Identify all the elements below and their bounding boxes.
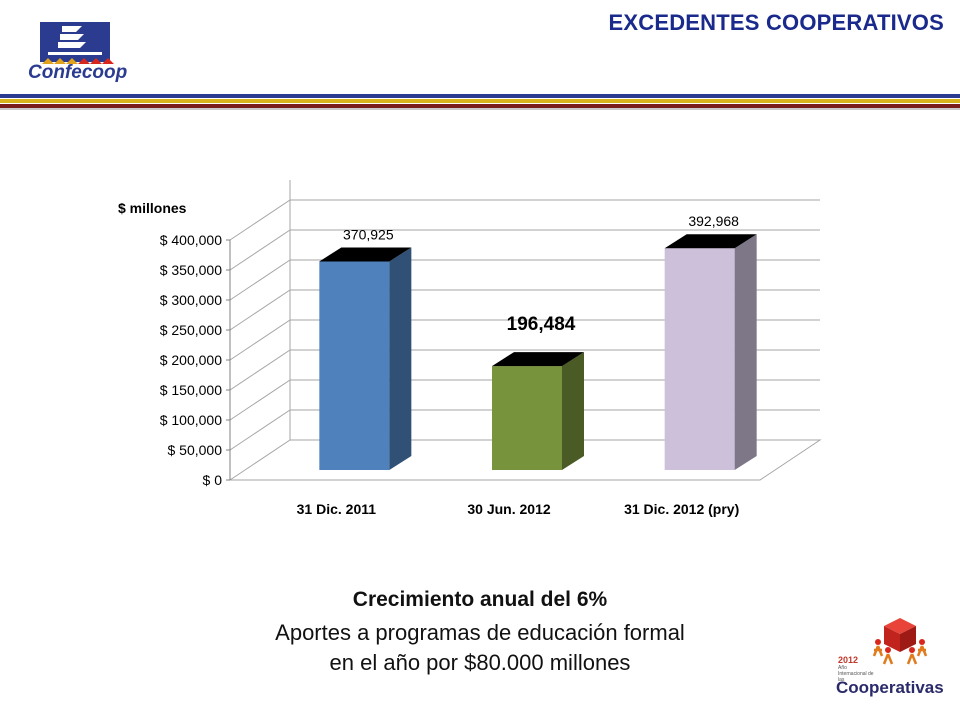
header-rule-bottom [0,104,960,108]
bar-front [664,248,735,470]
gridline [229,199,820,241]
y-tick-label: $ 150,000 [160,382,222,398]
logo-wordmark: Confecoop [28,62,128,83]
caption-line-2: en el año por $80.000 millones [329,650,631,675]
confecoop-logo [40,22,114,64]
gridline [229,349,820,391]
header-rule-shadow [0,108,960,110]
bar-chart: $ 0 $ 50,000 $ 100,000 $ 150,000 $ 200,000 $ … [118,180,822,517]
y-tick-label: $ 350,000 [160,262,222,278]
bar-side [734,234,757,470]
bar-top [492,352,584,367]
caption-headline: Crecimiento anual del 6% [352,588,608,611]
y-tick-label: $ 200,000 [160,352,222,368]
bar-top [664,234,757,249]
bar-side [562,352,584,470]
gridline [229,379,820,421]
header-rule-mid [0,99,960,103]
y-tick-label: $ 50,000 [168,442,223,458]
bar-side [389,247,412,470]
cooperatives-year-logo [872,618,928,665]
data-label: 370,925 [343,226,394,242]
y-tick-label: $ 100,000 [160,412,222,428]
y-tick-label: $ 0 [203,472,223,488]
gridline [229,259,820,301]
gridline [229,289,820,331]
bar-front [492,366,562,470]
y-tick-label: $ 300,000 [160,292,222,308]
gridline [229,319,820,361]
gridline [229,229,820,271]
x-category-label: 31 Dic. 2012 (pry) [624,501,739,517]
x-category-label: 31 Dic. 2011 [297,501,377,517]
x-category-label: 30 Jun. 2012 [467,501,550,517]
y-tick-label: $ 400,000 [160,232,222,248]
y-tick-label: $ 250,000 [160,322,222,338]
data-label: 196,484 [507,314,576,335]
gridline [229,409,820,451]
header-rule-top [0,94,960,98]
bar-front [319,261,390,470]
caption-line-1: Aportes a programas de educación formal [275,620,685,645]
badge-year: 2012 [838,655,859,665]
badge-subtitle: Año Internacional de las [838,665,874,683]
page-title: EXCEDENTES COOPERATIVOS [608,10,944,35]
bar-top [319,247,412,262]
chart-floor [228,439,822,481]
data-label: 392,968 [688,213,739,229]
badge-wordmark: Cooperativas [836,678,944,697]
y-axis-title: $ millones [118,200,187,216]
